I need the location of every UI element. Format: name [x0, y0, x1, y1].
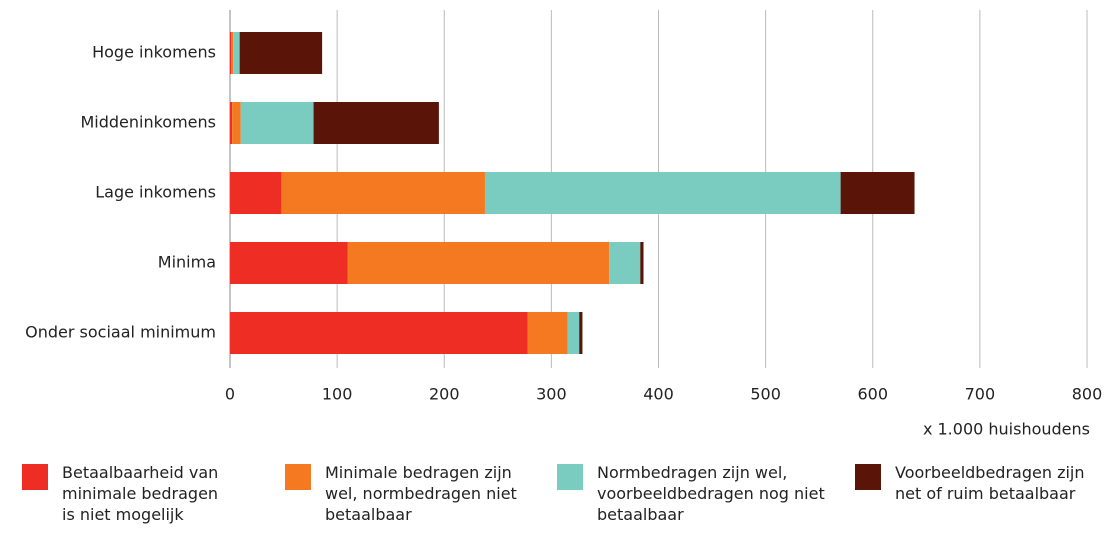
legend-item: Minimale bedragen zijn wel, normbedragen…	[285, 462, 545, 525]
bar-segment	[233, 32, 240, 74]
bar-segment	[313, 102, 439, 144]
legend-item: Betaalbaarheid van minimale bedragen is …	[22, 462, 232, 525]
x-tick-label: 800	[1072, 385, 1103, 404]
x-axis-label: x 1.000 huishoudens	[923, 420, 1090, 439]
x-tick-label: 400	[643, 385, 674, 404]
x-tick-label: 600	[857, 385, 888, 404]
legend-swatch	[855, 464, 881, 490]
legend-label: Normbedragen zijn wel, voorbeeldbedragen…	[597, 463, 825, 524]
bar-segment	[230, 102, 233, 144]
legend-swatch	[285, 464, 311, 490]
bar-segment	[840, 172, 915, 214]
bar-segment	[230, 242, 348, 284]
legend-swatch	[22, 464, 48, 490]
chart: 0 100 200 300 400 500 600 700 800 x 1.000 huishou…	[25, 10, 1103, 439]
bar-segment	[347, 242, 610, 284]
x-tick-label: 700	[965, 385, 996, 404]
y-tick-label: Onder sociaal minimum	[25, 323, 216, 342]
legend-label: Betaalbaarheid van minimale bedragen is …	[62, 463, 219, 524]
bar-segment	[640, 242, 644, 284]
y-tick-label: Minima	[158, 253, 216, 272]
legend-swatch	[557, 464, 583, 490]
bar-segment	[240, 102, 314, 144]
x-tick-label: 200	[429, 385, 460, 404]
bar-segment	[527, 312, 568, 354]
x-tick-label: 300	[536, 385, 567, 404]
bar-segment	[567, 312, 580, 354]
x-tick-label: 0	[225, 385, 235, 404]
bar-segment	[231, 32, 234, 74]
bar-segment	[230, 32, 232, 74]
bar-segment	[230, 172, 282, 214]
y-tick-label: Lage inkomens	[95, 183, 216, 202]
legend-item: Voorbeeldbedragen zijn net of ruim betaa…	[855, 462, 1105, 504]
bar-segment	[232, 102, 241, 144]
y-tick-label: Middeninkomens	[80, 113, 216, 132]
x-tick-label: 500	[750, 385, 781, 404]
legend-label: Minimale bedragen zijn wel, normbedragen…	[325, 463, 517, 524]
bar-segment	[239, 32, 323, 74]
y-tick-label: Hoge inkomens	[92, 43, 216, 62]
bar-segment	[230, 312, 528, 354]
bar-segment	[281, 172, 485, 214]
bar-segment	[579, 312, 583, 354]
bar-segment	[609, 242, 641, 284]
legend-item: Normbedragen zijn wel, voorbeeldbedragen…	[557, 462, 827, 525]
x-tick-label: 100	[322, 385, 353, 404]
legend: Betaalbaarheid van minimale bedragen is …	[0, 462, 1107, 542]
bar-segment	[484, 172, 841, 214]
legend-label: Voorbeeldbedragen zijn net of ruim betaa…	[895, 463, 1085, 503]
